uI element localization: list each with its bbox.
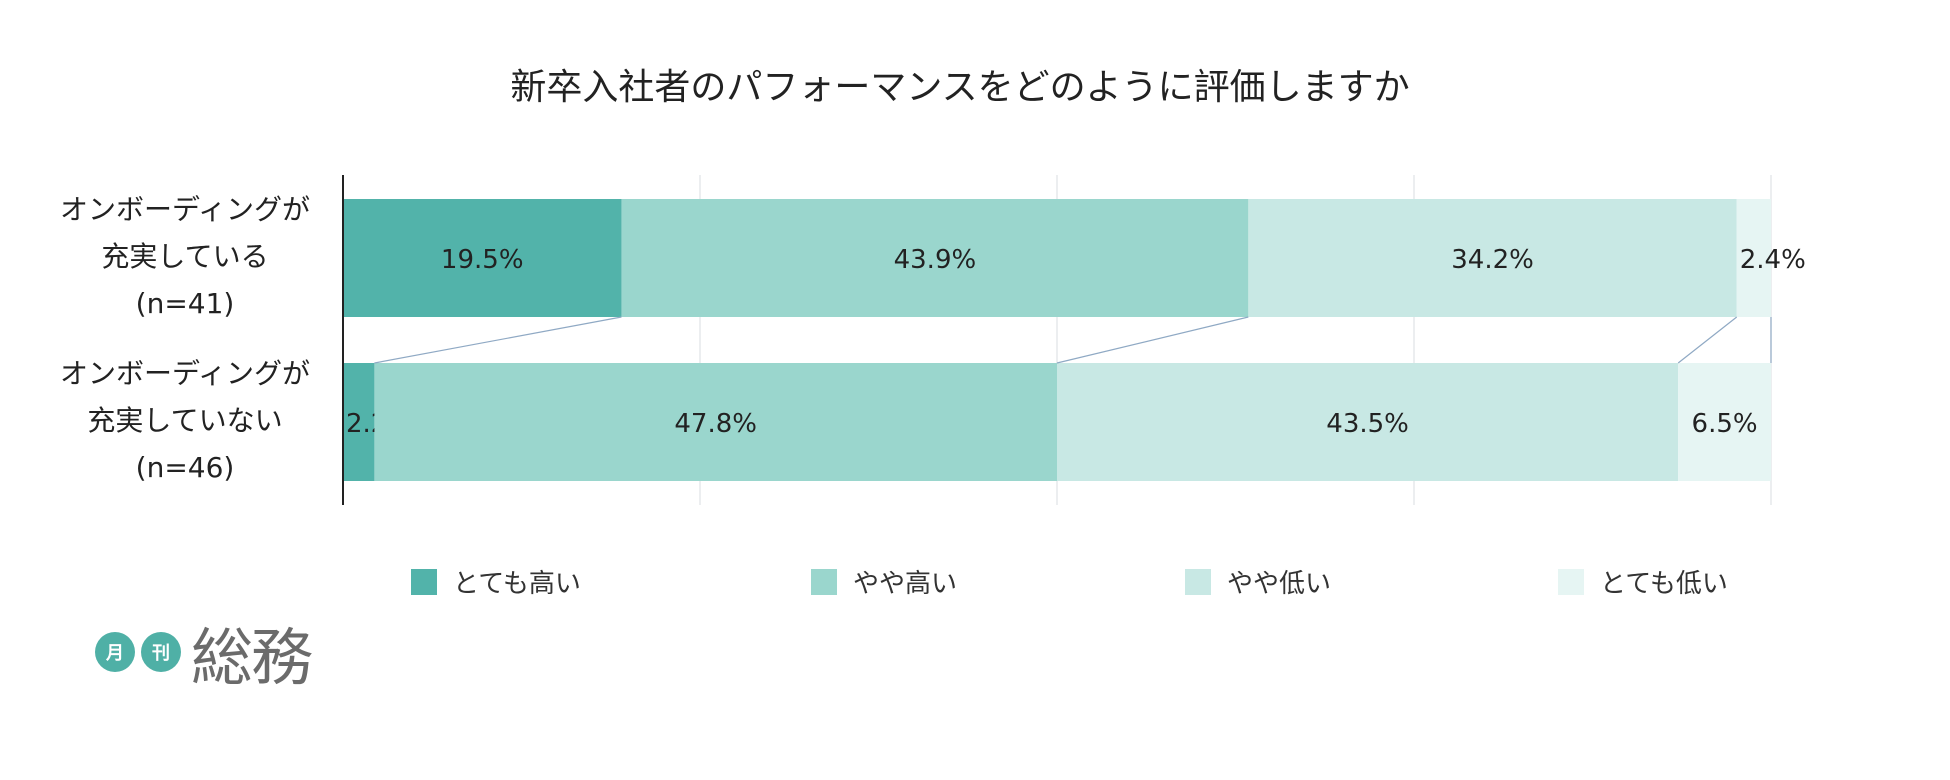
data-label: 19.5% [441,245,524,275]
legend-swatch [1185,568,1211,595]
legend-swatch [811,568,837,595]
category-label-line: (n=41) [135,287,235,320]
connector-line [1677,316,1738,364]
category-label-line: オンボーディングが [59,357,311,390]
bar-segment [1057,363,1679,481]
logo-text: 総務 [191,621,313,694]
connector-line [374,316,622,364]
bar-segment [621,199,1249,317]
legend-item: やや低い [1185,563,1331,600]
category-label: オンボーディングが 充実している (n=41) [20,186,350,327]
category-label-line: (n=46) [135,451,235,484]
legend-label: とても低い [1600,569,1728,599]
legend-swatch [411,568,437,595]
data-label: 6.5% [1692,409,1758,439]
legend-item: とても低い [1558,563,1728,600]
category-label-line: 充実していない [87,404,283,437]
legend-label: やや低い [1227,569,1332,599]
legend: とても高い やや高い やや低い とても低い [0,563,1950,603]
bar-segment [1248,199,1737,317]
logo-badge-month: 月 [95,632,135,672]
bar-segment [374,363,1057,481]
bar-segment [343,363,375,481]
data-label: 2.4% [1740,245,1806,275]
data-label: 43.9% [894,245,977,275]
legend-label: やや高い [853,569,958,599]
data-label: 47.8% [674,409,757,439]
connector-line [1056,316,1249,364]
legend-swatch [1558,568,1584,595]
bar-segment [343,199,622,317]
legend-item: やや高い [811,563,957,600]
bar-segment [1678,363,1771,481]
category-label-line: 充実している [101,240,269,273]
bar-segment [1736,199,1771,317]
category-label-line: オンボーディングが [59,193,311,226]
logo: 月 刊 総務 [95,612,313,694]
legend-item: とても高い [411,563,581,600]
data-label: 43.5% [1326,409,1409,439]
logo-badge-issue: 刊 [141,632,181,672]
category-label: オンボーディングが 充実していない (n=46) [20,350,350,491]
data-label: 34.2% [1451,245,1534,275]
stacked-bar-chart: 19.5%43.9%34.2%2.4%2.2%47.8%43.5%6.5% [342,175,1806,505]
legend-label: とても高い [453,569,581,599]
chart-title: 新卒入社者のパフォーマンスをどのように評価しますか [510,67,1410,108]
